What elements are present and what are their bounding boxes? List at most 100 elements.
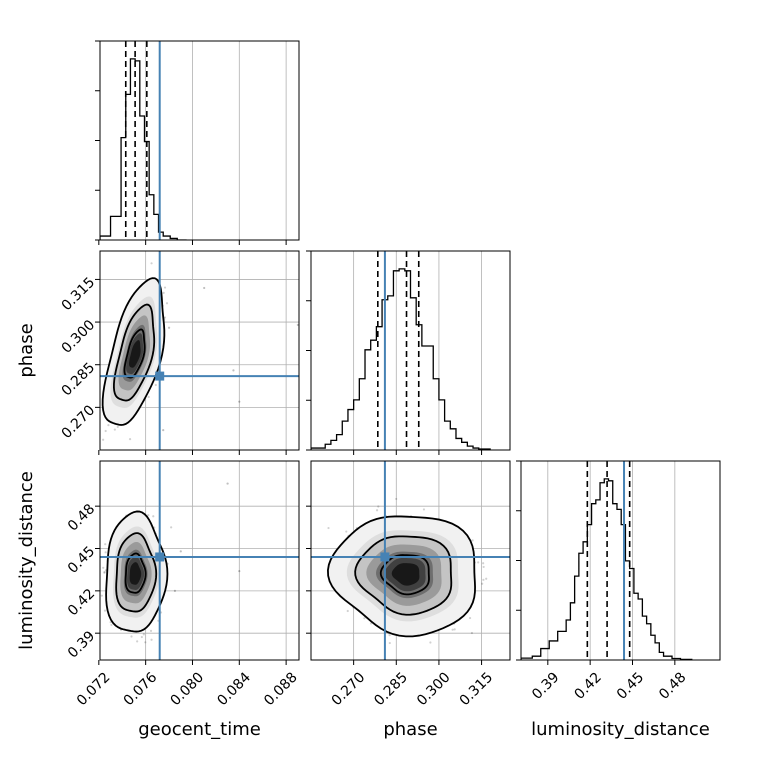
sample-point <box>163 286 167 289</box>
panel-border <box>520 460 721 661</box>
histogram-bin <box>342 421 348 450</box>
histogram-bin <box>111 216 122 240</box>
sample-point <box>130 635 133 638</box>
sample-point <box>102 438 105 441</box>
histogram-bin <box>558 631 566 660</box>
histogram-bin <box>149 195 154 240</box>
histogram-bin <box>433 379 439 450</box>
sample-point <box>104 543 107 546</box>
sample-point <box>162 429 165 432</box>
histogram-bin <box>365 350 371 450</box>
sample-point <box>170 526 173 529</box>
sample-point <box>162 291 165 294</box>
y-tick-label: 0.315 <box>59 274 99 314</box>
sample-point <box>296 323 299 327</box>
contour-line <box>101 277 166 426</box>
sample-point <box>203 286 206 290</box>
histogram-bin <box>331 440 337 450</box>
y-tick-label: 0.300 <box>59 317 99 357</box>
sample-point <box>103 570 106 574</box>
sample-point <box>107 424 110 427</box>
histogram-bin <box>617 509 621 660</box>
x-tick-label: 0.45 <box>614 669 647 702</box>
contour-line <box>112 303 156 402</box>
histogram-bin <box>596 500 600 660</box>
histogram-bin <box>422 346 428 450</box>
histogram-bin <box>600 483 604 660</box>
y-tick-label: 0.48 <box>65 501 98 534</box>
sample-point <box>110 623 113 627</box>
panel-border <box>99 250 300 451</box>
x-tick-label: 0.39 <box>529 669 562 702</box>
histogram-bin <box>439 400 445 450</box>
density-level <box>129 340 141 368</box>
sample-point <box>179 550 182 553</box>
y-tick-label: 0.39 <box>65 628 98 661</box>
scatter-panel-geocent_time-luminosity_distance: 0.072 0.076 0.080 0.084 0.0880.390.420.450.4… <box>65 460 301 709</box>
histogram-line-geocent_time <box>100 58 187 240</box>
histogram-bin <box>359 379 365 450</box>
sample-point <box>422 508 426 511</box>
sample-point <box>136 640 139 643</box>
histogram-bin <box>405 271 411 450</box>
sample-point <box>154 383 157 387</box>
sample-point <box>165 302 169 305</box>
x-tick-label: 0.072 <box>74 669 114 709</box>
x-tick-label: 0.42 <box>572 669 605 702</box>
histogram-bin <box>354 400 360 450</box>
histogram-bin <box>450 429 456 450</box>
histogram-bin <box>549 641 557 660</box>
histogram-line-luminosity_distance <box>521 478 693 660</box>
histogram-panel-geocent_time <box>95 40 300 245</box>
sample-point <box>167 326 171 329</box>
histogram-bin <box>371 340 377 450</box>
histogram-panel-phase <box>306 250 511 455</box>
sample-point <box>238 400 241 403</box>
sample-point <box>100 594 103 597</box>
sample-point <box>451 628 454 631</box>
sample-point <box>103 609 107 612</box>
sample-point <box>173 589 177 592</box>
x-tick-label: 0.088 <box>261 669 301 709</box>
sample-point <box>113 428 116 431</box>
histogram-bin <box>388 296 394 450</box>
sample-point <box>104 551 107 554</box>
y-tick-label: 0.45 <box>65 543 98 576</box>
y-tick-label: 0.42 <box>65 586 98 619</box>
sample-point <box>150 638 153 641</box>
x-tick-label: 0.48 <box>656 669 689 702</box>
sample-point <box>232 369 235 372</box>
sample-point <box>150 262 153 265</box>
sample-point <box>147 514 150 517</box>
sample-point <box>453 628 456 631</box>
y-tick-label: 0.270 <box>59 402 99 442</box>
histogram-bin <box>456 438 462 450</box>
histogram-line-phase <box>311 268 491 450</box>
histogram-bin <box>613 504 617 660</box>
sample-point <box>102 566 105 569</box>
histogram-bin <box>154 214 159 240</box>
sample-point <box>163 316 167 319</box>
sample-point <box>119 459 121 461</box>
histogram-bin <box>348 410 354 450</box>
histogram-bin <box>325 444 331 450</box>
histogram-bin <box>462 442 468 450</box>
scatter-panel-phase-luminosity_distance: 0.270 0.285 0.300 0.315 <box>306 460 511 709</box>
sample-point <box>363 617 366 620</box>
y-tick-label: 0.285 <box>59 360 99 400</box>
sample-point <box>128 437 132 441</box>
x-tick-label: 0.084 <box>214 669 254 709</box>
sample-point <box>116 425 119 429</box>
sample-point <box>94 398 96 400</box>
x-tick-label: 0.080 <box>168 669 208 709</box>
contour-line <box>123 328 146 379</box>
histogram-bin <box>609 481 613 660</box>
truth-marker <box>155 552 165 562</box>
truth-marker <box>155 371 165 381</box>
sample-point <box>147 395 150 399</box>
histogram-bin <box>140 116 145 240</box>
sample-point <box>149 629 153 632</box>
